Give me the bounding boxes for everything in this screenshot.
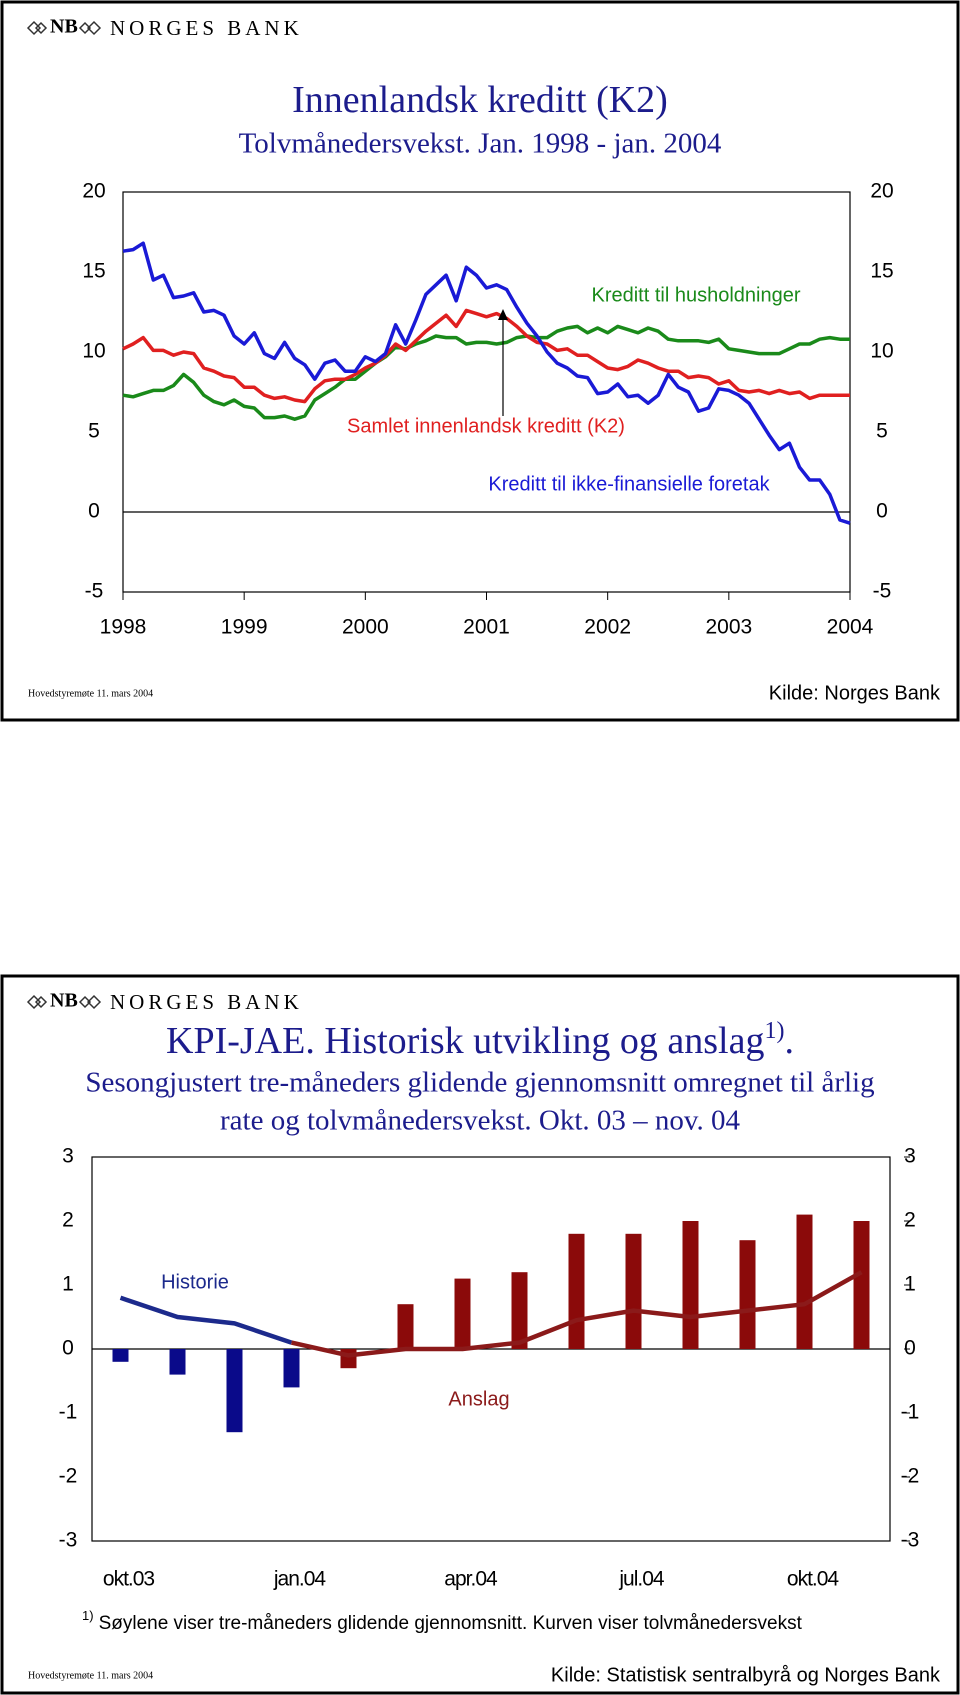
y2-tick-label: 5 bbox=[876, 420, 888, 443]
x-tick-label: 2001 bbox=[463, 616, 510, 639]
y-tick-label: 2 bbox=[62, 1209, 74, 1232]
series-label: Kreditt til ikke-finansielle foretak bbox=[488, 473, 770, 495]
logo-name: NORGES BANK bbox=[110, 990, 303, 1014]
chart-subtitle: Sesongjustert tre-måneders glidende gjen… bbox=[85, 1067, 874, 1099]
bar bbox=[397, 1304, 414, 1349]
series-line bbox=[122, 324, 850, 421]
bar bbox=[112, 1349, 129, 1362]
y2-tick-label: 2 bbox=[904, 1209, 916, 1232]
logo-ornament bbox=[26, 994, 48, 1010]
y2-tick-label: 1 bbox=[904, 1273, 916, 1296]
bar bbox=[169, 1349, 186, 1375]
y-tick-label: -5 bbox=[85, 580, 104, 603]
series-label: Anslag bbox=[448, 1388, 509, 1410]
footnote-text: Søylene viser tre-måneders glidende gjen… bbox=[99, 1613, 803, 1634]
title-text: Innenlandsk kreditt (K2) bbox=[292, 79, 668, 121]
bar bbox=[853, 1221, 870, 1349]
series-line bbox=[122, 241, 851, 525]
y2-tick-label: 3 bbox=[904, 1145, 916, 1168]
footnote: 1) Søylene viser tre-måneders glidende gj… bbox=[82, 1608, 803, 1634]
y2-tick-label: 20 bbox=[870, 180, 893, 203]
bar bbox=[511, 1272, 528, 1349]
logo-mark: NB bbox=[50, 16, 78, 38]
x-tick-label: okt.03 bbox=[103, 1568, 155, 1591]
y-tick-label: -3 bbox=[59, 1529, 78, 1552]
x-tick-label: jan.04 bbox=[273, 1568, 327, 1591]
annotation-arrowhead bbox=[498, 309, 508, 320]
bar bbox=[682, 1221, 699, 1349]
series-label: Samlet innenlandsk kreditt (K2) bbox=[347, 415, 625, 437]
chart-subtitle: rate og tolvmånedersvekst. Okt. 03 – nov… bbox=[220, 1105, 741, 1137]
y-tick-label: 5 bbox=[88, 420, 100, 443]
y2-tick-label: 0 bbox=[904, 1337, 916, 1360]
bar bbox=[454, 1278, 471, 1349]
x-tick-label: 2003 bbox=[705, 616, 752, 639]
x-tick-label: 1998 bbox=[100, 616, 147, 639]
bar bbox=[283, 1349, 300, 1388]
y-tick-label: -2 bbox=[59, 1465, 78, 1488]
x-tick-label: 2002 bbox=[584, 616, 631, 639]
bar bbox=[625, 1233, 642, 1349]
chart-title: Innenlandsk kreditt (K2) bbox=[292, 79, 668, 121]
bar bbox=[568, 1233, 585, 1349]
meeting-note: Hovedstyremøte 11. mars 2004 bbox=[28, 1670, 153, 1681]
logo-ornament bbox=[78, 994, 102, 1010]
bar bbox=[739, 1240, 756, 1349]
x-tick-label: jul.04 bbox=[618, 1568, 665, 1591]
y-tick-label: -1 bbox=[59, 1401, 78, 1424]
series-line bbox=[119, 1295, 293, 1345]
logo-ornament bbox=[78, 20, 102, 36]
y2-tick-label: -3 bbox=[901, 1529, 920, 1552]
y-tick-label: 0 bbox=[88, 500, 100, 523]
x-tick-label: 2004 bbox=[827, 616, 874, 639]
series-label: Historie bbox=[161, 1271, 229, 1293]
y-tick-label: 3 bbox=[62, 1145, 74, 1168]
title-superscript: 1) bbox=[764, 1018, 784, 1044]
chart-title: KPI-JAE. Historisk utvikling og anslag1)… bbox=[166, 1018, 794, 1062]
y2-tick-label: 15 bbox=[870, 260, 893, 283]
x-tick-label: apr.04 bbox=[444, 1568, 498, 1591]
source-note: Kilde: Statistisk sentralbyrå og Norges … bbox=[551, 1664, 941, 1686]
logo-mark: NB bbox=[50, 990, 78, 1012]
x-tick-label: 2000 bbox=[342, 616, 389, 639]
source-note: Kilde: Norges Bank bbox=[769, 682, 941, 704]
series-line bbox=[122, 308, 850, 404]
title-end: . bbox=[784, 1020, 794, 1062]
y-tick-label: 0 bbox=[62, 1337, 74, 1360]
meeting-note: Hovedstyremøte 11. mars 2004 bbox=[28, 688, 153, 699]
y2-tick-label: 10 bbox=[870, 340, 893, 363]
logo-ornament bbox=[26, 20, 48, 36]
x-tick-label: okt.04 bbox=[787, 1568, 840, 1591]
y2-tick-label: -1 bbox=[901, 1401, 920, 1424]
series-label: Kreditt til husholdninger bbox=[591, 284, 800, 306]
bar bbox=[226, 1349, 243, 1433]
y-tick-label: 10 bbox=[82, 340, 105, 363]
series-line bbox=[291, 1270, 863, 1358]
y2-tick-label: 0 bbox=[876, 500, 888, 523]
bar bbox=[796, 1214, 813, 1349]
title-text: KPI-JAE. Historisk utvikling og anslag bbox=[166, 1020, 764, 1062]
y2-tick-label: -2 bbox=[901, 1465, 920, 1488]
logo-name: NORGES BANK bbox=[110, 16, 303, 40]
slide-frame bbox=[0, 0, 960, 722]
footnote-marker: 1) bbox=[82, 1608, 94, 1623]
y-tick-label: 15 bbox=[82, 260, 105, 283]
x-tick-label: 1999 bbox=[221, 616, 268, 639]
y-tick-label: 20 bbox=[82, 180, 105, 203]
y-tick-label: 1 bbox=[62, 1273, 74, 1296]
y2-tick-label: -5 bbox=[873, 580, 892, 603]
chart-subtitle: Tolvmånedersvekst. Jan. 1998 - jan. 2004 bbox=[239, 128, 722, 160]
